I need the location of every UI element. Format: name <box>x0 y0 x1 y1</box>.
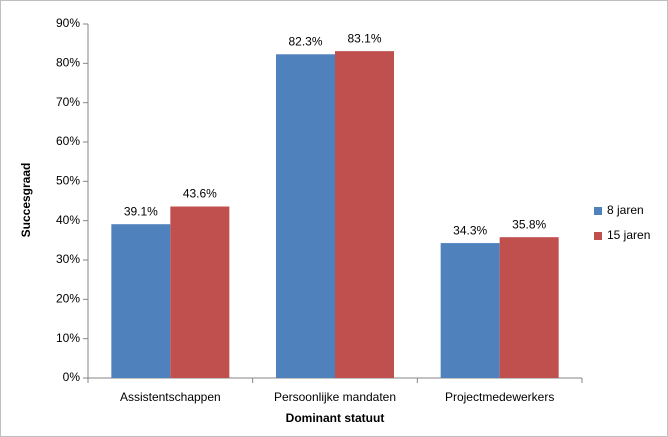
value-label: 83.1% <box>347 31 381 45</box>
value-label: 35.8% <box>512 217 546 231</box>
bar <box>111 224 171 378</box>
x-tick-label: Persoonlijke mandaten <box>274 390 396 404</box>
legend-label: 8 jaren <box>607 203 644 217</box>
y-tick-label: 40% <box>56 213 80 227</box>
y-tick-label: 90% <box>56 16 80 30</box>
y-tick-label: 20% <box>56 292 80 306</box>
x-axis-title: Dominant statuut <box>286 411 385 425</box>
x-tick-label: Projectmedewerkers <box>445 390 554 404</box>
value-label: 82.3% <box>288 34 322 48</box>
value-label: 34.3% <box>453 223 487 237</box>
x-tick-label: Assistentschappen <box>120 390 221 404</box>
bar <box>170 206 230 378</box>
y-tick-label: 0% <box>63 370 81 384</box>
y-tick-label: 70% <box>56 95 80 109</box>
legend-swatch <box>594 232 602 240</box>
y-tick-label: 30% <box>56 252 80 266</box>
bar <box>499 237 559 378</box>
y-tick-label: 60% <box>56 134 80 148</box>
bar <box>276 54 335 378</box>
bar <box>440 243 500 378</box>
legend-swatch <box>594 207 602 215</box>
y-tick-label: 80% <box>56 56 80 70</box>
value-label: 39.1% <box>124 204 158 218</box>
legend-label: 15 jaren <box>607 228 650 242</box>
y-tick-label: 50% <box>56 174 80 188</box>
bar <box>335 51 394 378</box>
value-label: 43.6% <box>183 187 217 201</box>
y-tick-label: 10% <box>56 331 80 345</box>
y-axis-title: Succesgraad <box>19 163 33 238</box>
